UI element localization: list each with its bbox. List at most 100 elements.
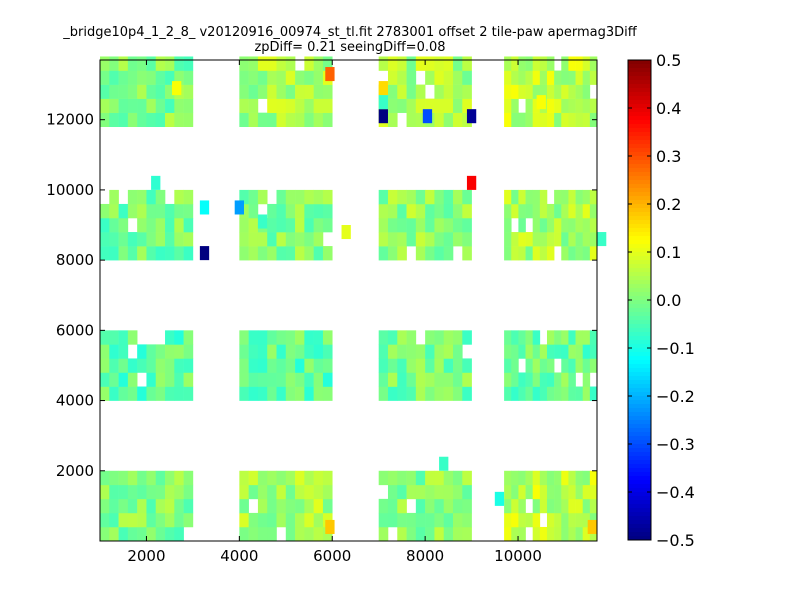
- heatmap-cell: [443, 330, 454, 345]
- heatmap-cell: [183, 470, 194, 486]
- heatmap-cell: [174, 386, 184, 401]
- heatmap-cell: [137, 484, 147, 500]
- colorbar-segment: [628, 228, 651, 233]
- heatmap-cell: [285, 56, 296, 71]
- heatmap-cell: [532, 344, 541, 359]
- heatmap-cell: [397, 512, 407, 528]
- colorbar-segment: [628, 216, 651, 221]
- heatmap-cell: [532, 98, 541, 113]
- heatmap-cell: [165, 112, 175, 128]
- heatmap-cell: [109, 344, 119, 359]
- heatmap-cell: [239, 484, 249, 500]
- heatmap-cell: [434, 484, 445, 500]
- colorbar-segment: [628, 232, 651, 237]
- colorbar-tick-label: 0.4: [656, 99, 681, 118]
- colorbar-segment: [628, 112, 651, 117]
- heatmap-cell: [425, 470, 435, 486]
- heatmap-cell: [532, 358, 541, 373]
- heatmap-cell: [568, 112, 576, 128]
- heatmap-cell: [146, 358, 157, 373]
- heatmap-cell: [118, 358, 129, 373]
- heatmap-cell: [568, 498, 576, 514]
- heatmap-cell: [313, 84, 324, 99]
- heatmap-cell: [109, 330, 119, 345]
- heatmap-cell: [155, 98, 166, 113]
- heatmap-cell: [387, 112, 398, 128]
- heatmap-cell: [322, 112, 333, 128]
- heatmap-cell: [415, 526, 426, 542]
- heatmap-cell: [248, 358, 259, 373]
- heatmap-cell: [589, 344, 598, 359]
- heatmap-cell: [546, 470, 555, 486]
- heatmap-cell: [118, 84, 129, 99]
- heatmap-cell: [511, 84, 519, 99]
- chart-title-line-2: zpDiff= 0.21 seeingDiff=0.08: [254, 40, 446, 55]
- heatmap-cell: [313, 246, 324, 261]
- heatmap-cell: [127, 358, 138, 373]
- colorbar-segment: [628, 384, 651, 389]
- heatmap-cell: [546, 386, 555, 401]
- heatmap-cell: [322, 498, 333, 514]
- heatmap-cell: [539, 358, 548, 373]
- heatmap-cell: [304, 217, 314, 233]
- heatmap-cell: [174, 470, 184, 486]
- heatmap-cell: [582, 70, 591, 85]
- heatmap-cell: [257, 512, 268, 528]
- heatmap-cell: [127, 498, 138, 514]
- heatmap-cell: [285, 484, 296, 500]
- heatmap-cell: [248, 98, 259, 113]
- heatmap-cell: [322, 217, 333, 233]
- heatmap-cell: [155, 372, 166, 387]
- heatmap-cell: [100, 84, 110, 99]
- heatmap-cell: [504, 203, 512, 219]
- heatmap-cell: [239, 344, 249, 359]
- chart-title-line-1: _bridge10p4_1_2_8_ v20120916_00974_st_tl…: [63, 25, 637, 40]
- heatmap-cell: [165, 246, 175, 261]
- heatmap-cell: [322, 372, 333, 387]
- heatmap-cell: [504, 56, 512, 71]
- heatmap-cell: [568, 484, 576, 500]
- heatmap-cell: [504, 98, 512, 113]
- heatmap-cell: [155, 246, 166, 261]
- colorbar-segment: [628, 416, 651, 421]
- heatmap-cell: [575, 330, 584, 345]
- heatmap-cell: [183, 112, 194, 128]
- heatmap-cell: [378, 372, 389, 387]
- heatmap-cell: [462, 98, 472, 113]
- heatmap-cell: [525, 70, 533, 85]
- heatmap-cell: [248, 470, 259, 486]
- heatmap-cell: [525, 512, 533, 528]
- heatmap-cell: [285, 344, 296, 359]
- heatmap-cell: [575, 217, 584, 233]
- colorbar-segment: [628, 332, 651, 337]
- colorbar-segment: [628, 340, 651, 345]
- heatmap-cell: [248, 246, 259, 261]
- heatmap-cell: [127, 189, 138, 205]
- heatmap-cell: [322, 84, 333, 99]
- heatmap-cell: [397, 98, 407, 113]
- heatmap-cell: [589, 217, 598, 233]
- heatmap-cell: [127, 98, 138, 113]
- heatmap-cell: [453, 358, 463, 373]
- heatmap-cell: [561, 98, 569, 113]
- colorbar-segment: [628, 404, 651, 409]
- heatmap-cell: [504, 84, 512, 99]
- heatmap-cell: [575, 70, 584, 85]
- heatmap-cell: [109, 498, 119, 514]
- colorbar-segment: [628, 188, 651, 193]
- heatmap-cell: [276, 84, 287, 99]
- colorbar-segment: [628, 424, 651, 429]
- heatmap-cell: [582, 372, 591, 387]
- heatmap-cell: [304, 526, 314, 542]
- heatmap-cell: [109, 372, 119, 387]
- heatmap-cell: [174, 358, 184, 373]
- heatmap-cell: [518, 498, 526, 514]
- heatmap-cell: [504, 330, 512, 345]
- heatmap-cell: [295, 70, 305, 85]
- heatmap-cell: [425, 386, 435, 401]
- heatmap-cell: [165, 498, 175, 514]
- heatmap-cell-outlier: [494, 491, 505, 506]
- heatmap-cell: [453, 189, 463, 205]
- heatmap-cell: [295, 344, 305, 359]
- colorbar-segment: [628, 376, 651, 381]
